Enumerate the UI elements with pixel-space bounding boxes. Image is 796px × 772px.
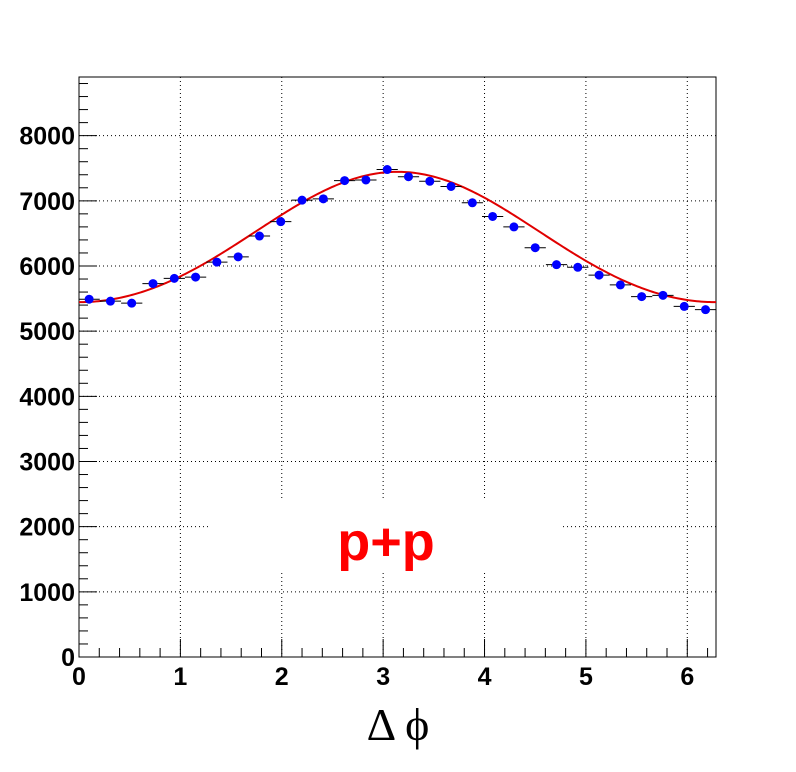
axis-ticks: [78, 83, 709, 658]
data-point: [191, 272, 201, 282]
y-tick-label: 2000: [19, 514, 75, 542]
data-point: [233, 252, 243, 262]
plot-frame: [78, 76, 717, 658]
x-tick-label: 2: [275, 663, 289, 691]
y-tick-label: 4000: [19, 383, 75, 411]
data-point: [509, 222, 519, 232]
data-point: [552, 260, 562, 270]
x-tick-label: 5: [579, 663, 593, 691]
data-point: [467, 198, 477, 208]
data-point: [403, 172, 413, 182]
x-axis-label: Δ ϕ: [367, 699, 430, 750]
y-tick-label: 6000: [19, 253, 75, 281]
data-point: [425, 176, 435, 186]
x-tick-label: 6: [680, 663, 694, 691]
x-tick-label: 0: [72, 663, 86, 691]
data-point: [658, 290, 668, 300]
annotation-background: [208, 498, 562, 570]
data-point: [382, 165, 392, 175]
x-tick-label: 3: [376, 663, 390, 691]
data-point: [318, 194, 328, 204]
data-point: [340, 176, 350, 186]
fit-curve: [78, 170, 717, 304]
data-point: [594, 270, 604, 280]
data-point: [361, 175, 371, 185]
data-point: [615, 280, 625, 290]
data-point: [297, 195, 307, 205]
data-point: [148, 279, 158, 289]
data-point: [254, 231, 264, 241]
tick-labels: 0 1 2 3 4 5 6 0 1000 2000 3000 4000 5000 6000 7000 8000: [19, 123, 694, 691]
data-point: [679, 301, 689, 311]
y-tick-label: 0: [61, 644, 75, 672]
data-point: [212, 257, 222, 267]
x-tick-label: 4: [478, 663, 492, 691]
annotation-label: p+p: [337, 512, 435, 572]
data-point: [84, 294, 94, 304]
y-tick-label: 5000: [19, 318, 75, 346]
y-tick-label: 8000: [19, 123, 75, 151]
data-point: [446, 181, 456, 191]
y-tick-label: 3000: [19, 448, 75, 476]
y-tick-label: 1000: [19, 579, 75, 607]
grid: [79, 77, 716, 657]
data-point: [573, 262, 583, 272]
x-tick-label: 1: [173, 663, 187, 691]
data-point: [488, 211, 498, 221]
data-point: [276, 217, 286, 227]
data-point: [169, 273, 179, 283]
data-point: [127, 298, 137, 308]
y-tick-label: 7000: [19, 188, 75, 216]
data-point: [701, 305, 711, 315]
data-series: [78, 165, 717, 315]
data-point: [105, 296, 115, 306]
data-point: [637, 292, 647, 302]
data-point: [530, 243, 540, 253]
